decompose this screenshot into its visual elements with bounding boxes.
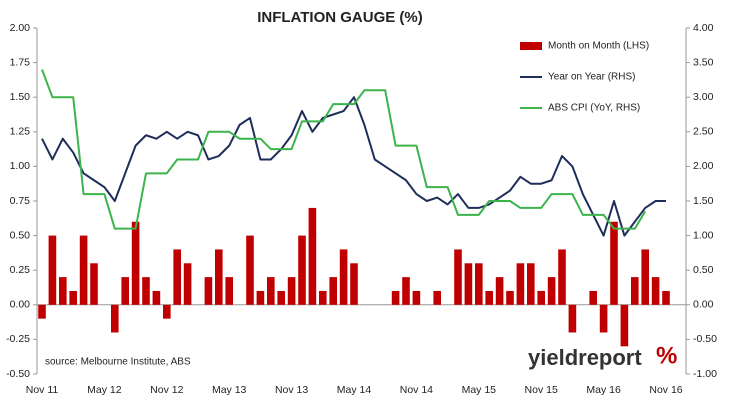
- y2-tick-label: 2.00: [693, 160, 714, 172]
- legend-label: Year on Year (RHS): [548, 72, 635, 83]
- bar: [163, 304, 171, 319]
- bar: [48, 235, 57, 305]
- bar: [173, 249, 181, 305]
- bar: [454, 249, 462, 305]
- line: [41, 69, 647, 230]
- bar: [433, 290, 441, 305]
- y2-tick-label: 1.50: [693, 195, 714, 207]
- bar: [329, 277, 337, 305]
- y2-tick-label: 3.00: [693, 91, 714, 103]
- y-tick-label: 0.25: [10, 264, 31, 276]
- legend-label: Month on Month (LHS): [548, 41, 649, 52]
- y2-tick-label: 4.00: [693, 22, 714, 34]
- x-tick-label: Nov 16: [649, 384, 682, 396]
- bar: [246, 235, 254, 305]
- y2-tick-label: -1.00: [693, 368, 717, 380]
- bar: [568, 304, 577, 333]
- bar: [527, 263, 535, 305]
- bar: [142, 277, 150, 305]
- x-tick-label: Nov 12: [150, 384, 183, 396]
- y-tick-label: 0.75: [10, 195, 31, 207]
- bar: [79, 235, 88, 305]
- y2-tick-label: 0.00: [693, 299, 714, 311]
- bar: [558, 249, 566, 305]
- logo-symbol: %: [656, 342, 677, 369]
- bar: [506, 290, 514, 305]
- bar: [90, 263, 98, 305]
- bar: [651, 277, 660, 305]
- bar: [256, 290, 265, 305]
- bar: [464, 263, 473, 305]
- bar: [267, 277, 275, 305]
- source-note: source: Melbourne Institute, ABS: [45, 357, 191, 368]
- y-tick-label: 0.50: [10, 229, 31, 241]
- bar: [662, 290, 670, 305]
- y-tick-label: 1.75: [10, 56, 31, 68]
- x-tick-label: May 15: [462, 384, 497, 396]
- bar: [319, 290, 327, 305]
- bar: [641, 249, 649, 305]
- y-tick-label: 1.25: [10, 126, 31, 138]
- y2-tick-label: 2.50: [693, 126, 714, 138]
- x-tick-label: Nov 13: [275, 384, 308, 396]
- bar: [547, 277, 556, 305]
- bar: [537, 290, 545, 305]
- x-tick-label: Nov 15: [525, 384, 558, 396]
- bar: [516, 263, 525, 305]
- bar: [412, 290, 421, 305]
- bar: [287, 277, 296, 305]
- bar: [38, 304, 46, 319]
- bar: [121, 277, 129, 305]
- bar: [631, 277, 639, 305]
- x-tick-label: Nov 14: [400, 384, 433, 396]
- y-tick-label: 1.50: [10, 91, 31, 103]
- bar: [391, 290, 400, 305]
- chart-title: INFLATION GAUGE (%): [257, 9, 423, 26]
- y2-tick-label: 1.00: [693, 229, 714, 241]
- bar: [599, 304, 608, 333]
- bar: [183, 263, 192, 305]
- bar: [485, 290, 493, 305]
- bar: [215, 249, 223, 305]
- bar: [620, 304, 629, 347]
- bar: [277, 290, 285, 305]
- y-tick-label: -0.50: [6, 368, 30, 380]
- x-tick-label: May 13: [212, 384, 247, 396]
- bar: [131, 221, 140, 305]
- bar: [298, 235, 306, 305]
- bar: [204, 277, 213, 305]
- y2-tick-label: -0.50: [693, 333, 717, 345]
- y2-tick-label: 3.50: [693, 56, 714, 68]
- legend-swatch: [520, 42, 542, 50]
- y-tick-label: -0.25: [6, 333, 30, 345]
- bar: [59, 277, 67, 305]
- bar: [495, 277, 504, 305]
- x-tick-label: May 16: [586, 384, 621, 396]
- bar: [308, 207, 317, 305]
- bar: [475, 263, 483, 305]
- bar: [610, 221, 618, 305]
- y2-tick-label: 0.50: [693, 264, 714, 276]
- bar: [225, 277, 233, 305]
- legend-label: ABS CPI (YoY, RHS): [548, 103, 640, 114]
- bar: [589, 290, 597, 305]
- x-tick-label: May 14: [337, 384, 372, 396]
- x-tick-label: Nov 11: [26, 384, 59, 396]
- bar: [402, 277, 410, 305]
- x-tick-label: May 12: [87, 384, 122, 396]
- bar: [339, 249, 348, 305]
- bar: [152, 290, 161, 305]
- bar: [69, 290, 77, 305]
- y-tick-label: 2.00: [10, 22, 31, 34]
- line: [41, 96, 666, 237]
- bar: [350, 263, 358, 305]
- y-tick-label: 1.00: [10, 160, 31, 172]
- bar: [111, 304, 119, 333]
- logo-text: yieldreport: [528, 345, 642, 370]
- y-tick-label: 0.00: [10, 299, 31, 311]
